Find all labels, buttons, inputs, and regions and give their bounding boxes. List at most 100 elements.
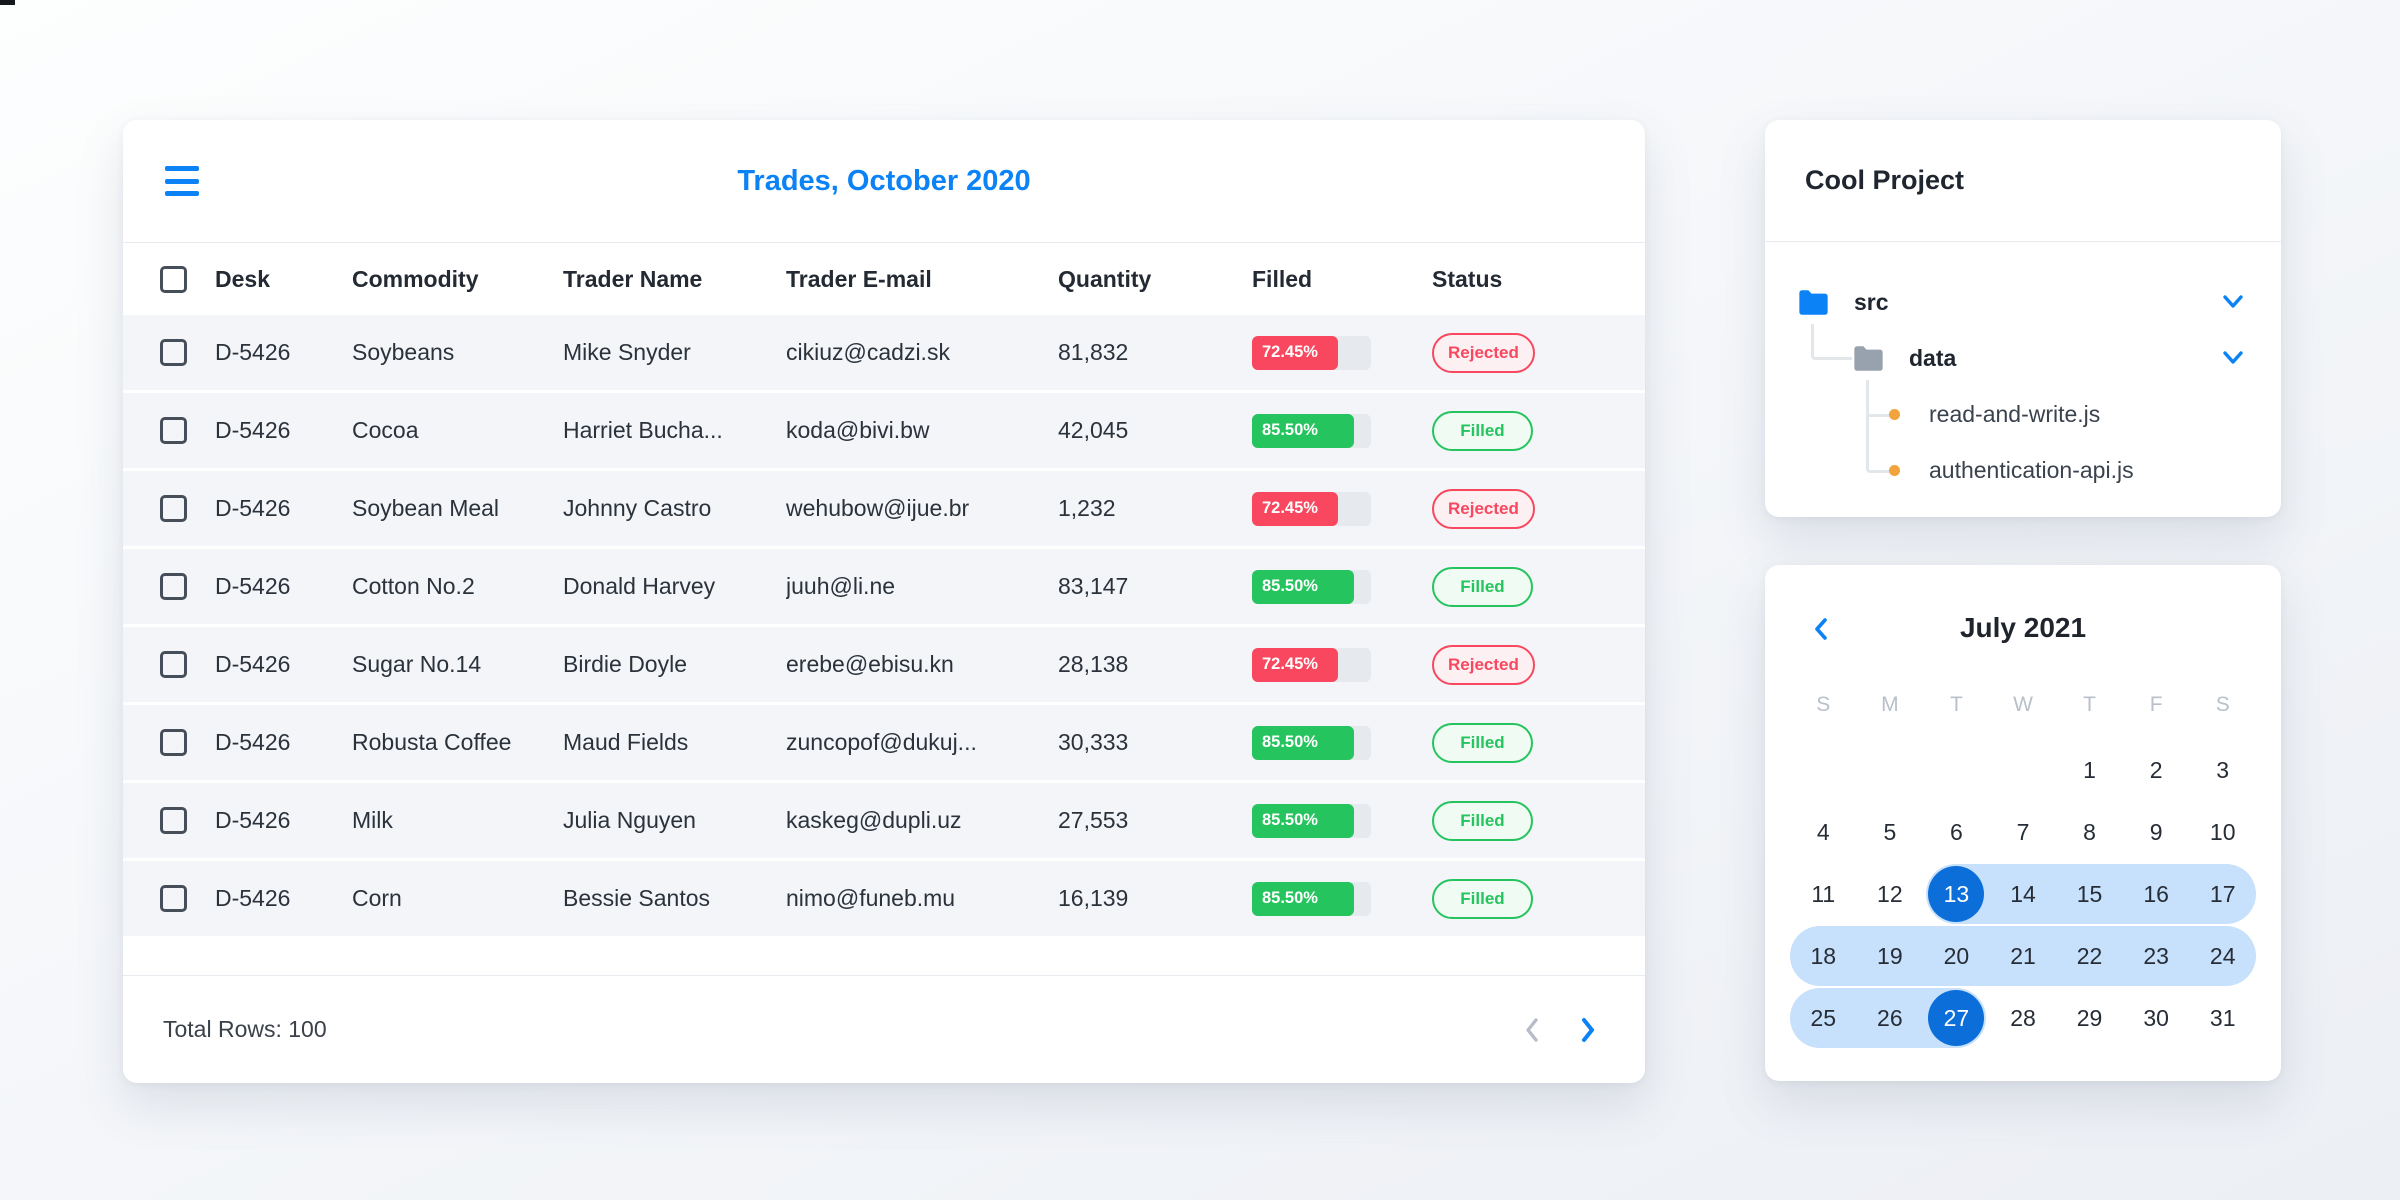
row-checkbox[interactable] <box>160 807 187 834</box>
selected-date-range <box>1790 926 2256 986</box>
table-row[interactable]: D-5426 Soybean Meal Johnny Castro wehubow@i… <box>123 471 1645 549</box>
calendar-day[interactable]: 9 <box>2149 818 2163 845</box>
previous-page-button[interactable] <box>1520 1015 1544 1045</box>
filled-percent-label: 72.45% <box>1262 499 1318 517</box>
cell-commodity: Cotton No.2 <box>352 573 475 599</box>
previous-month-button[interactable] <box>1811 616 1831 642</box>
table-row[interactable]: D-5426 Cotton No.2 Donald Harvey juuh@li.ne… <box>123 549 1645 627</box>
calendar-day[interactable]: 28 <box>2010 1004 2036 1031</box>
column-header-status[interactable]: Status <box>1432 265 1503 292</box>
table-row[interactable]: D-5426 Milk Julia Nguyen kaskeg@dupli.uz 27,… <box>123 783 1645 861</box>
table-row[interactable]: D-5426 Cocoa Harriet Bucha... koda@bivi.bw 4… <box>123 393 1645 471</box>
calendar-day[interactable]: 21 <box>2010 942 2036 969</box>
calendar-day[interactable]: 25 <box>1810 1004 1837 1031</box>
folder-icon <box>1799 289 1828 315</box>
table-row[interactable]: D-5426 Corn Bessie Santos nimo@funeb.mu 16,1… <box>123 861 1645 939</box>
filled-percent-label: 72.45% <box>1262 343 1318 361</box>
calendar-day[interactable]: 7 <box>2016 818 2030 845</box>
calendar-day[interactable]: 22 <box>2076 942 2103 969</box>
calendar-day[interactable]: 11 <box>1811 880 1836 907</box>
chevron-down-icon[interactable] <box>2221 350 2245 366</box>
total-rows-label: Total Rows: 100 <box>163 1016 327 1042</box>
file-tree: src data read-and-write.js authenticatio… <box>1765 242 2281 516</box>
filled-percent-label: 85.50% <box>1262 733 1318 751</box>
row-checkbox[interactable] <box>160 651 187 678</box>
column-header-email[interactable]: Trader E-mail <box>786 265 932 292</box>
column-header-filled[interactable]: Filled <box>1252 265 1313 292</box>
calendar-day[interactable]: 31 <box>2209 1004 2236 1031</box>
calendar-grid: 1 2 3 4 5 6 7 8 9 10 11 12 13 14 15 16 17 18 19 20 21 22 23 24 2… <box>1790 739 2256 1049</box>
cell-email: cikiuz@cadzi.sk <box>786 339 950 365</box>
cell-quantity: 83,147 <box>1058 573 1129 599</box>
row-checkbox[interactable] <box>160 573 187 600</box>
tree-item-file[interactable]: authentication-api.js <box>1765 447 2281 493</box>
menu-bar <box>165 166 199 171</box>
chevron-down-icon[interactable] <box>2221 294 2245 310</box>
calendar-day[interactable]: 1 <box>2083 756 2096 783</box>
column-header-commodity[interactable]: Commodity <box>352 265 479 292</box>
calendar-day[interactable]: 3 <box>2216 756 2230 783</box>
calendar-day[interactable]: 10 <box>2209 818 2236 845</box>
cell-commodity: Robusta Coffee <box>352 729 512 755</box>
filled-percent-label: 85.50% <box>1262 889 1318 907</box>
status-badge: Rejected <box>1432 332 1535 373</box>
calendar-day[interactable]: 16 <box>2143 880 2169 907</box>
calendar-day[interactable]: 8 <box>2083 818 2096 845</box>
calendar-day[interactable]: 26 <box>1877 1004 1903 1031</box>
calendar-day[interactable]: 19 <box>1877 942 1903 969</box>
day-of-week-label: S <box>1816 693 1831 716</box>
table-row[interactable]: D-5426 Robusta Coffee Maud Fields zuncopof@… <box>123 705 1645 783</box>
cell-email: nimo@funeb.mu <box>786 885 956 911</box>
calendar-day[interactable]: 6 <box>1950 818 1963 845</box>
cell-commodity: Corn <box>352 885 402 911</box>
calendar-day[interactable]: 17 <box>2209 880 2236 907</box>
cell-trader: Bessie Santos <box>563 885 711 911</box>
column-header-quantity[interactable]: Quantity <box>1058 265 1152 292</box>
next-page-button[interactable] <box>1576 1015 1600 1045</box>
calendar-day[interactable]: 13 <box>1923 863 1990 925</box>
folder-icon <box>1854 345 1883 371</box>
filled-percent-label: 85.50% <box>1262 811 1318 829</box>
tree-item-data[interactable]: data <box>1765 335 2281 381</box>
cell-quantity: 16,139 <box>1058 885 1129 911</box>
row-checkbox[interactable] <box>160 339 187 366</box>
cell-trader: Harriet Bucha... <box>563 417 723 443</box>
trades-card: Trades, October 2020 Desk Commodity Trad… <box>123 120 1645 1083</box>
filled-progress-bar: 85.50% <box>1252 803 1371 838</box>
column-header-desk[interactable]: Desk <box>215 265 270 292</box>
filled-progress-bar: 85.50% <box>1252 725 1371 760</box>
cell-quantity: 42,045 <box>1058 417 1129 443</box>
cell-desk: D-5426 <box>215 495 291 521</box>
status-badge: Filled <box>1432 410 1533 451</box>
tree-item-file[interactable]: read-and-write.js <box>1765 391 2281 437</box>
calendar-day[interactable]: 24 <box>2209 942 2236 969</box>
calendar-day[interactable]: 12 <box>1877 880 1903 907</box>
calendar-day[interactable]: 14 <box>2010 880 2036 907</box>
row-checkbox[interactable] <box>160 495 187 522</box>
calendar-day[interactable]: 5 <box>1883 818 1897 845</box>
selected-day: 27 <box>1928 990 1985 1046</box>
calendar-day[interactable]: 30 <box>2143 1004 2169 1031</box>
cell-trader: Johnny Castro <box>563 495 712 521</box>
table-row[interactable]: D-5426 Soybeans Mike Snyder cikiuz@cadzi.sk… <box>123 315 1645 393</box>
menu-icon[interactable] <box>165 166 199 196</box>
cell-commodity: Cocoa <box>352 417 419 443</box>
cell-trader: Julia Nguyen <box>563 807 696 833</box>
calendar-day[interactable]: 2 <box>2149 756 2163 783</box>
calendar-day[interactable]: 15 <box>2076 880 2103 907</box>
cell-quantity: 28,138 <box>1058 651 1129 677</box>
calendar-day[interactable]: 4 <box>1816 818 1830 845</box>
tree-item-src[interactable]: src <box>1765 279 2281 325</box>
table-row[interactable]: D-5426 Sugar No.14 Birdie Doyle erebe@ebisu… <box>123 627 1645 705</box>
calendar-day[interactable]: 20 <box>1943 942 1970 969</box>
calendar-day[interactable]: 29 <box>2076 1004 2103 1031</box>
calendar-day[interactable]: 27 <box>1923 987 1990 1049</box>
row-checkbox[interactable] <box>160 885 187 912</box>
calendar-day[interactable]: 18 <box>1810 942 1837 969</box>
column-header-trader[interactable]: Trader Name <box>563 265 703 292</box>
row-checkbox[interactable] <box>160 729 187 756</box>
calendar-day[interactable]: 23 <box>2143 942 2169 969</box>
select-all-checkbox[interactable] <box>160 265 187 293</box>
row-checkbox[interactable] <box>160 417 187 444</box>
